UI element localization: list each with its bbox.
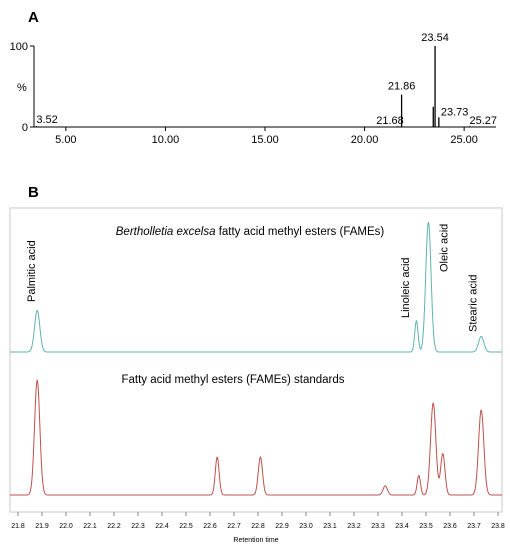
panel-b-trace: [10, 221, 502, 353]
panel-a-letter: A: [28, 9, 39, 26]
panel-b-x-tick-label: 22.6: [203, 523, 217, 530]
panel-b-x-tick-label: 23.7: [467, 523, 481, 530]
panel-b-chart: B Bertholletia excelsa fatty acid methyl…: [9, 184, 505, 544]
panel-a-peak-label: 25.27: [470, 115, 498, 127]
panel-b-trace: [10, 379, 502, 496]
panel-b-x-tick-label: 23.4: [395, 523, 409, 530]
panel-b-x-tick-label: 22.2: [107, 523, 121, 530]
panel-a-x-tick-label: 5.00: [55, 134, 76, 146]
panel-b-frame: [9, 207, 503, 513]
panel-b-x-tick-label: 23.5: [419, 523, 433, 530]
panel-a-peak-label: 21.86: [388, 81, 416, 93]
panel-a-peak-label: 23.54: [421, 32, 449, 44]
panel-b-x-tick-label: 23.8: [491, 523, 505, 530]
panel-a-x-tick-label: 25.00: [450, 134, 478, 146]
panel-b-x-label: Retention time: [233, 537, 278, 544]
panel-b-x-tick-label: 23.3: [371, 523, 385, 530]
panel-b-peak-annotation: Oleic acid: [439, 224, 451, 272]
panel-b-x-tick-label: 23.6: [443, 523, 457, 530]
panel-b-x-tick-label: 22.8: [251, 523, 265, 530]
panel-b-x-tick-label: 22.7: [227, 523, 241, 530]
panel-b-x-tick-label: 21.8: [11, 523, 25, 530]
panel-b-letter: B: [28, 184, 39, 201]
panel-b-x-tick-label: 21.9: [35, 523, 49, 530]
panel-b-x-tick-label: 23.2: [347, 523, 361, 530]
panel-a-peak-label: 21.68: [376, 115, 404, 127]
panel-b-x-tick-label: 23.0: [299, 523, 313, 530]
panel-b-x-tick-label: 22.5: [179, 523, 193, 530]
series-title-standards: Fatty acid methyl esters (FAMEs) standar…: [121, 374, 344, 386]
panel-b-x-tick-label: 23.1: [323, 523, 337, 530]
panel-b-x-tick-label: 22.9: [275, 523, 289, 530]
panel-b-x-tick-label: 22.3: [131, 523, 145, 530]
panel-b-peak-annotation: Palmitic acid: [26, 240, 38, 302]
panel-a-y-tick-label: 0: [22, 122, 28, 134]
panel-a-x-tick-label: 15.00: [251, 134, 279, 146]
panel-b-peak-annotation: Stearic acid: [467, 275, 479, 332]
panel-a-x-tick-label: 10.00: [152, 134, 180, 146]
panel-a-chart: A % 5.00 10.00 15.00 20.00 25.00 0 100 3.52 21.…: [10, 9, 497, 146]
panel-b-peak-annotation: Linoleic acid: [400, 257, 412, 318]
panel-a-peak-label: 23.73: [441, 106, 469, 118]
panel-b-x-tick-label: 22.1: [83, 523, 97, 530]
panel-a-peak-label: 3.52: [36, 114, 57, 126]
panel-a-y-label: %: [17, 82, 27, 94]
panel-a-x-tick-label: 20.00: [351, 134, 379, 146]
panel-b-x-tick-label: 22.0: [59, 523, 73, 530]
series-title-sample: Bertholletia excelsa fatty acid methyl e…: [116, 226, 385, 238]
panel-b-x-tick-label: 22.4: [155, 523, 169, 530]
panel-a-y-tick-label: 100: [10, 41, 28, 53]
